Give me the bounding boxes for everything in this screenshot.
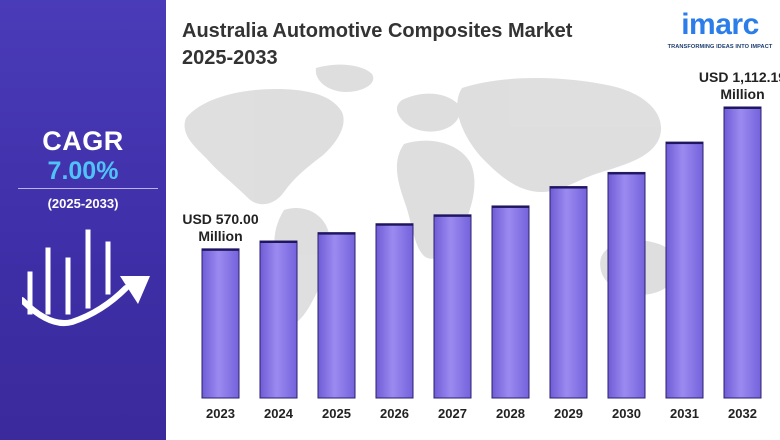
- cagr-divider: [18, 188, 158, 189]
- cagr-label: CAGR: [42, 126, 124, 156]
- logo-tagline: TRANSFORMING IDEAS INTO IMPACT: [667, 44, 773, 50]
- ticks-layer: 2023 2024 2025 2026 2027 2028 2029 2030 2031 2032: [206, 406, 757, 421]
- growth-chart-icon: [22, 229, 150, 326]
- tick-label-2027: 2027: [438, 406, 467, 421]
- bar-cap-2029: [550, 186, 587, 189]
- cagr-period: (2025-2033): [47, 196, 119, 211]
- bar-2023: [201, 248, 240, 399]
- tick-label-2028: 2028: [496, 406, 525, 421]
- bar-2029: [549, 186, 588, 399]
- bar-cap-2030: [608, 172, 645, 175]
- bar-cap-2032: [724, 106, 761, 109]
- bar-cap-2024: [260, 241, 297, 243]
- bars-layer: [201, 106, 762, 399]
- tick-label-2031: 2031: [670, 406, 699, 421]
- bar-2025: [317, 232, 356, 399]
- chart-title: Australia Automotive Composites Market 2…: [182, 20, 573, 69]
- cagr-value: 7.00%: [47, 157, 119, 185]
- bar-cap-2023: [202, 248, 239, 251]
- imarc-logo: imarc TRANSFORMING IDEAS INTO IMPACT: [664, 8, 776, 52]
- data-label-2023-line-2: Million: [198, 228, 242, 244]
- bar-cap-2028: [492, 205, 529, 208]
- logo-wordmark: imarc: [681, 8, 759, 41]
- data-label-2032-line-2: Million: [720, 86, 764, 102]
- bar-2027: [433, 214, 472, 399]
- bar-cap-2025: [318, 232, 355, 235]
- bar-2031: [665, 141, 704, 399]
- tick-label-2024: 2024: [264, 406, 294, 421]
- bar-2026: [375, 223, 414, 399]
- tick-label-2023: 2023: [206, 406, 235, 421]
- tick-label-2029: 2029: [554, 406, 583, 421]
- bar-cap-2031: [666, 142, 703, 145]
- bar-2030: [607, 171, 646, 399]
- tick-label-2025: 2025: [322, 406, 351, 421]
- bar-2028: [491, 205, 530, 399]
- tick-label-2026: 2026: [380, 406, 409, 421]
- tick-label-2030: 2030: [612, 406, 641, 421]
- cagr-panel: CAGR 7.00% (2025-2033): [0, 0, 166, 440]
- data-label-2032-line-1: USD 1,112.19: [699, 69, 780, 85]
- bar-2032: [723, 106, 762, 399]
- bar-2024: [259, 240, 298, 399]
- bar-cap-2027: [434, 214, 471, 217]
- data-label-2023-line-1: USD 570.00: [182, 211, 258, 227]
- tick-label-2032: 2032: [728, 406, 757, 421]
- bar-cap-2026: [376, 223, 413, 226]
